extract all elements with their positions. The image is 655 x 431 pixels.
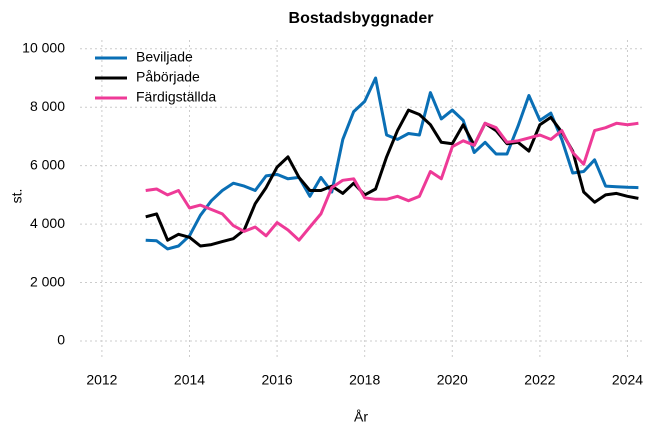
y-axis-label: st. [9,189,25,204]
legend-label: Beviljade [136,49,193,65]
series-line [145,121,639,242]
x-tick-label: 2016 [262,372,293,388]
x-tick-label: 2018 [349,372,380,388]
x-tick-label: 2012 [86,372,117,388]
y-tick-label: 6 000 [30,156,65,172]
x-tick-label: 2024 [612,372,643,388]
legend-label: Färdigställda [136,89,216,105]
x-axis-label: År [354,409,368,425]
series-line [145,108,639,248]
y-tick-label: 0 [57,332,65,348]
x-tick-label: 2022 [524,372,555,388]
y-tick-label: 4 000 [30,215,65,231]
series-line [145,76,639,251]
y-tick-label: 10 000 [22,39,65,55]
x-tick-label: 2014 [174,372,205,388]
legend-label: Påbörjade [136,69,200,85]
x-tick-label: 2020 [437,372,468,388]
y-tick-label: 2 000 [30,273,65,289]
chart-title: Bostadsbyggnader [289,10,434,27]
y-tick-label: 8 000 [30,98,65,114]
